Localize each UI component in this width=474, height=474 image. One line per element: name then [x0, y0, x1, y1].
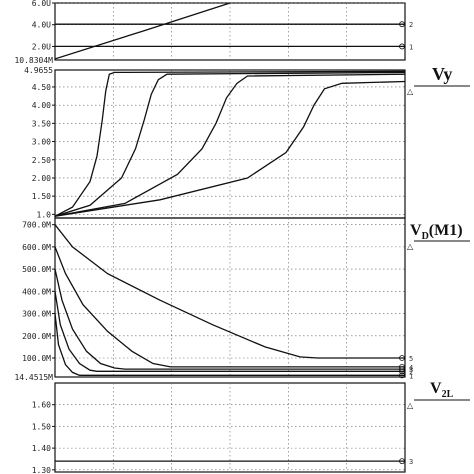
y-tick-label: 6.0U: [32, 0, 51, 8]
trace-vy-1: [55, 70, 405, 217]
traces: [55, 3, 405, 462]
trace-end-marker: [399, 43, 405, 50]
signal-label-v2l-sub: 2L: [442, 389, 454, 400]
trace-end-marker: [399, 366, 405, 373]
trace-end-marker: [399, 355, 405, 361]
trace-end-marker: [399, 21, 405, 28]
trace-marker-label: 3: [409, 458, 413, 466]
y-tick-label: 600.0M: [22, 243, 51, 252]
trace-vd-2: [55, 246, 405, 368]
tick-labels: 6.0U 4.0U 2.0U 10.8304M 4.50 4.00 3.50 3.00 2.50…: [14, 0, 53, 474]
y-tick-label: 400.0M: [22, 287, 51, 296]
v2l-triangle-icon: △: [407, 401, 414, 410]
y-tick-label: 1.60: [32, 401, 51, 410]
signal-label-vd-sub: D: [422, 231, 429, 242]
y-tick-label: 2.00: [32, 174, 51, 183]
y-tick-label: 2.50: [32, 156, 51, 165]
y-tick-label: 1.40: [32, 444, 51, 453]
y-tick-label: 1.30: [32, 466, 51, 474]
y-tick-label: 1.50: [32, 192, 51, 201]
trace-vy-3: [55, 73, 405, 217]
y-tick-label: 1.50: [32, 422, 51, 431]
signal-label-v2l: V2L △: [407, 380, 470, 410]
vd-triangle-icon: △: [407, 242, 414, 251]
grid-lines: [52, 2, 405, 472]
panel-frame-vd: [54, 217, 406, 378]
y-tick-label: 3.00: [32, 138, 51, 147]
trace-top-3: [55, 3, 231, 60]
signal-label-v2l-main: V: [430, 380, 442, 397]
y-tick-label: 4.50: [32, 83, 51, 92]
signal-label-vd-text: VD(M1): [410, 222, 463, 242]
trace-vd-4: [55, 291, 405, 372]
trace-marker-label: 5: [409, 355, 413, 363]
vy-triangle-icon: △: [407, 87, 414, 96]
trace-marker-label: 2: [409, 368, 413, 376]
trace-vd-1: [55, 224, 405, 359]
trace-end-marker: [399, 368, 405, 375]
signal-label-vd-main: V: [410, 222, 422, 239]
signal-label-vd: VD(M1) △: [407, 222, 470, 251]
signal-label-vd-rest: (M1): [429, 222, 463, 239]
trace-end-marker: [399, 372, 405, 379]
y-tick-label: 2.0U: [32, 42, 51, 51]
trace-vy-2: [55, 71, 405, 217]
trace-marker-label: 4: [409, 364, 413, 372]
trace-vd-5: [55, 313, 405, 376]
trace-marker-label: 1: [409, 372, 413, 380]
y-tick-label: 100.0M: [22, 354, 51, 363]
y-tick-label: 500.0M: [22, 265, 51, 274]
y-tick-label: 4.00: [32, 101, 51, 110]
panel-bottom-label: 14.4515M: [14, 373, 53, 382]
trace-marker-label: 2: [409, 21, 413, 29]
trace-vy-4: [55, 80, 405, 217]
y-tick-label: 3.50: [32, 119, 51, 128]
y-tick-label: 4.0U: [32, 21, 51, 30]
y-tick-label: 300.0M: [22, 310, 51, 319]
y-tick-label: 1.0: [37, 210, 52, 219]
panel-bottom-label: 10.8304M: [14, 56, 53, 65]
y-tick-label: 200.0M: [22, 332, 51, 341]
trace-end-marker: [399, 458, 405, 465]
trace-end-marker: [399, 363, 405, 370]
signal-label-vy: Vy △: [407, 64, 470, 96]
trace-marker-label: 3: [409, 366, 413, 374]
panel-top-label: 4.9655: [24, 66, 53, 75]
signal-label-v2l-text: V2L: [430, 380, 454, 400]
trace-marker-label: 1: [409, 43, 413, 51]
signal-label-vy-text: Vy: [432, 64, 452, 84]
trace-vd-3: [55, 268, 405, 370]
y-tick-label: 700.0M: [22, 221, 51, 230]
